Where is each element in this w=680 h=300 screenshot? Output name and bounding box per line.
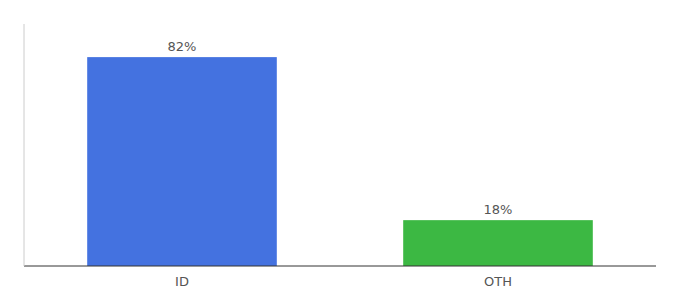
- bars: [87, 57, 593, 266]
- x-axis-line: [24, 266, 656, 267]
- data-label: 82%: [168, 39, 197, 54]
- x-tick-label: ID: [175, 274, 189, 289]
- bar: [87, 57, 277, 266]
- y-axis-line: [24, 24, 25, 266]
- bar: [403, 220, 593, 266]
- x-tick-label: OTH: [484, 274, 512, 289]
- chart-container: 82% 18% ID OTH: [0, 0, 680, 300]
- chart: 82% 18% ID OTH: [0, 0, 680, 300]
- data-label: 18%: [484, 202, 513, 217]
